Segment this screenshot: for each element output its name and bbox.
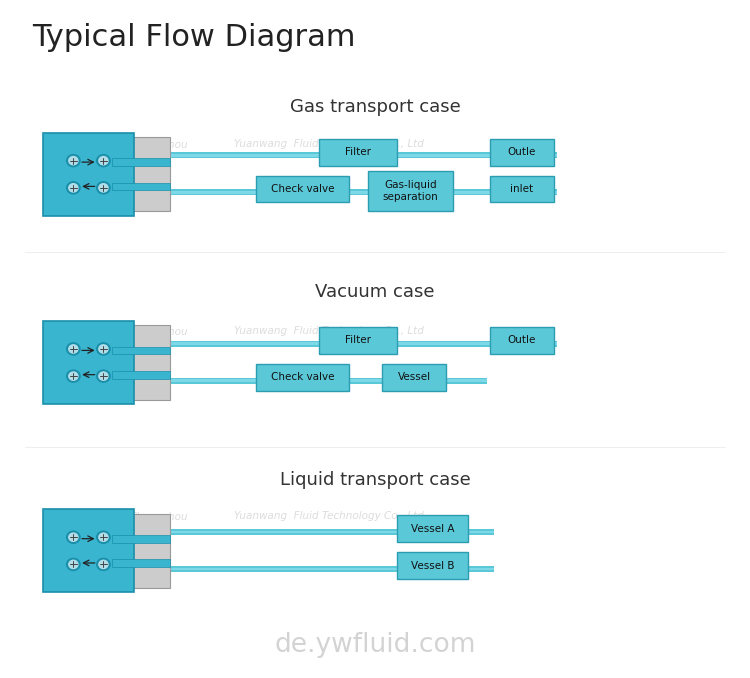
FancyBboxPatch shape	[170, 189, 557, 195]
FancyBboxPatch shape	[43, 509, 134, 592]
Text: Vessel: Vessel	[398, 372, 430, 382]
FancyBboxPatch shape	[490, 176, 554, 203]
Circle shape	[69, 372, 78, 380]
Text: Changzhou: Changzhou	[129, 327, 188, 337]
Circle shape	[69, 157, 78, 165]
Text: Check valve: Check valve	[271, 184, 334, 194]
FancyBboxPatch shape	[398, 515, 468, 542]
FancyBboxPatch shape	[112, 158, 170, 166]
Circle shape	[99, 184, 108, 192]
Text: Yuanwang  Fluid Technology Co., Ltd: Yuanwang Fluid Technology Co., Ltd	[233, 139, 424, 149]
Text: Changzhou: Changzhou	[129, 140, 188, 151]
Text: Vessel B: Vessel B	[411, 561, 454, 571]
Circle shape	[97, 531, 110, 543]
FancyBboxPatch shape	[112, 559, 170, 567]
Circle shape	[67, 155, 80, 167]
FancyBboxPatch shape	[170, 567, 494, 570]
Text: Yuanwang  Fluid Technology Co., Ltd: Yuanwang Fluid Technology Co., Ltd	[233, 326, 424, 336]
FancyBboxPatch shape	[256, 364, 349, 391]
Circle shape	[97, 155, 110, 167]
Circle shape	[99, 560, 108, 569]
FancyBboxPatch shape	[170, 566, 494, 572]
FancyBboxPatch shape	[490, 327, 554, 354]
Text: Changzhou: Changzhou	[129, 512, 188, 522]
Text: inlet: inlet	[511, 184, 533, 194]
FancyBboxPatch shape	[112, 137, 170, 212]
Circle shape	[69, 560, 78, 569]
FancyBboxPatch shape	[170, 342, 557, 345]
Text: Filter: Filter	[345, 147, 371, 157]
FancyBboxPatch shape	[170, 378, 487, 384]
Text: Outle: Outle	[508, 336, 536, 345]
Circle shape	[99, 533, 108, 541]
FancyBboxPatch shape	[170, 380, 487, 382]
FancyBboxPatch shape	[170, 153, 557, 159]
Text: de.ywfluid.com: de.ywfluid.com	[274, 632, 476, 658]
Text: Vacuum case: Vacuum case	[315, 283, 435, 301]
Circle shape	[67, 559, 80, 570]
Circle shape	[97, 343, 110, 355]
Circle shape	[69, 533, 78, 541]
Circle shape	[99, 157, 108, 165]
Text: Yuanwang  Fluid Technology Co., Ltd: Yuanwang Fluid Technology Co., Ltd	[233, 511, 424, 521]
Circle shape	[67, 182, 80, 194]
FancyBboxPatch shape	[112, 346, 170, 355]
FancyBboxPatch shape	[43, 133, 134, 216]
FancyBboxPatch shape	[112, 535, 170, 542]
FancyBboxPatch shape	[170, 529, 494, 535]
Text: Check valve: Check valve	[271, 372, 334, 382]
FancyBboxPatch shape	[112, 371, 170, 378]
Circle shape	[97, 182, 110, 194]
FancyBboxPatch shape	[368, 171, 453, 212]
FancyBboxPatch shape	[112, 325, 170, 400]
Circle shape	[97, 370, 110, 382]
Text: Liquid transport case: Liquid transport case	[280, 471, 470, 490]
FancyBboxPatch shape	[490, 138, 554, 165]
FancyBboxPatch shape	[382, 364, 446, 391]
FancyBboxPatch shape	[398, 552, 468, 579]
Circle shape	[67, 531, 80, 543]
FancyBboxPatch shape	[170, 531, 494, 533]
Text: Typical Flow Diagram: Typical Flow Diagram	[32, 23, 356, 52]
FancyBboxPatch shape	[170, 340, 557, 346]
FancyBboxPatch shape	[170, 154, 557, 157]
Circle shape	[99, 372, 108, 380]
Circle shape	[67, 370, 80, 382]
FancyBboxPatch shape	[112, 182, 170, 191]
FancyBboxPatch shape	[170, 191, 557, 194]
Circle shape	[99, 345, 108, 353]
FancyBboxPatch shape	[256, 176, 349, 203]
Circle shape	[69, 184, 78, 192]
Text: Vessel A: Vessel A	[411, 523, 454, 534]
Text: Gas transport case: Gas transport case	[290, 98, 460, 116]
Text: Filter: Filter	[345, 336, 371, 345]
Circle shape	[97, 559, 110, 570]
FancyBboxPatch shape	[320, 327, 398, 354]
FancyBboxPatch shape	[43, 321, 134, 404]
Text: Gas-liquid
separation: Gas-liquid separation	[382, 180, 438, 202]
Circle shape	[67, 343, 80, 355]
FancyBboxPatch shape	[320, 138, 398, 165]
FancyBboxPatch shape	[112, 514, 170, 588]
Text: Outle: Outle	[508, 147, 536, 157]
Circle shape	[69, 345, 78, 353]
